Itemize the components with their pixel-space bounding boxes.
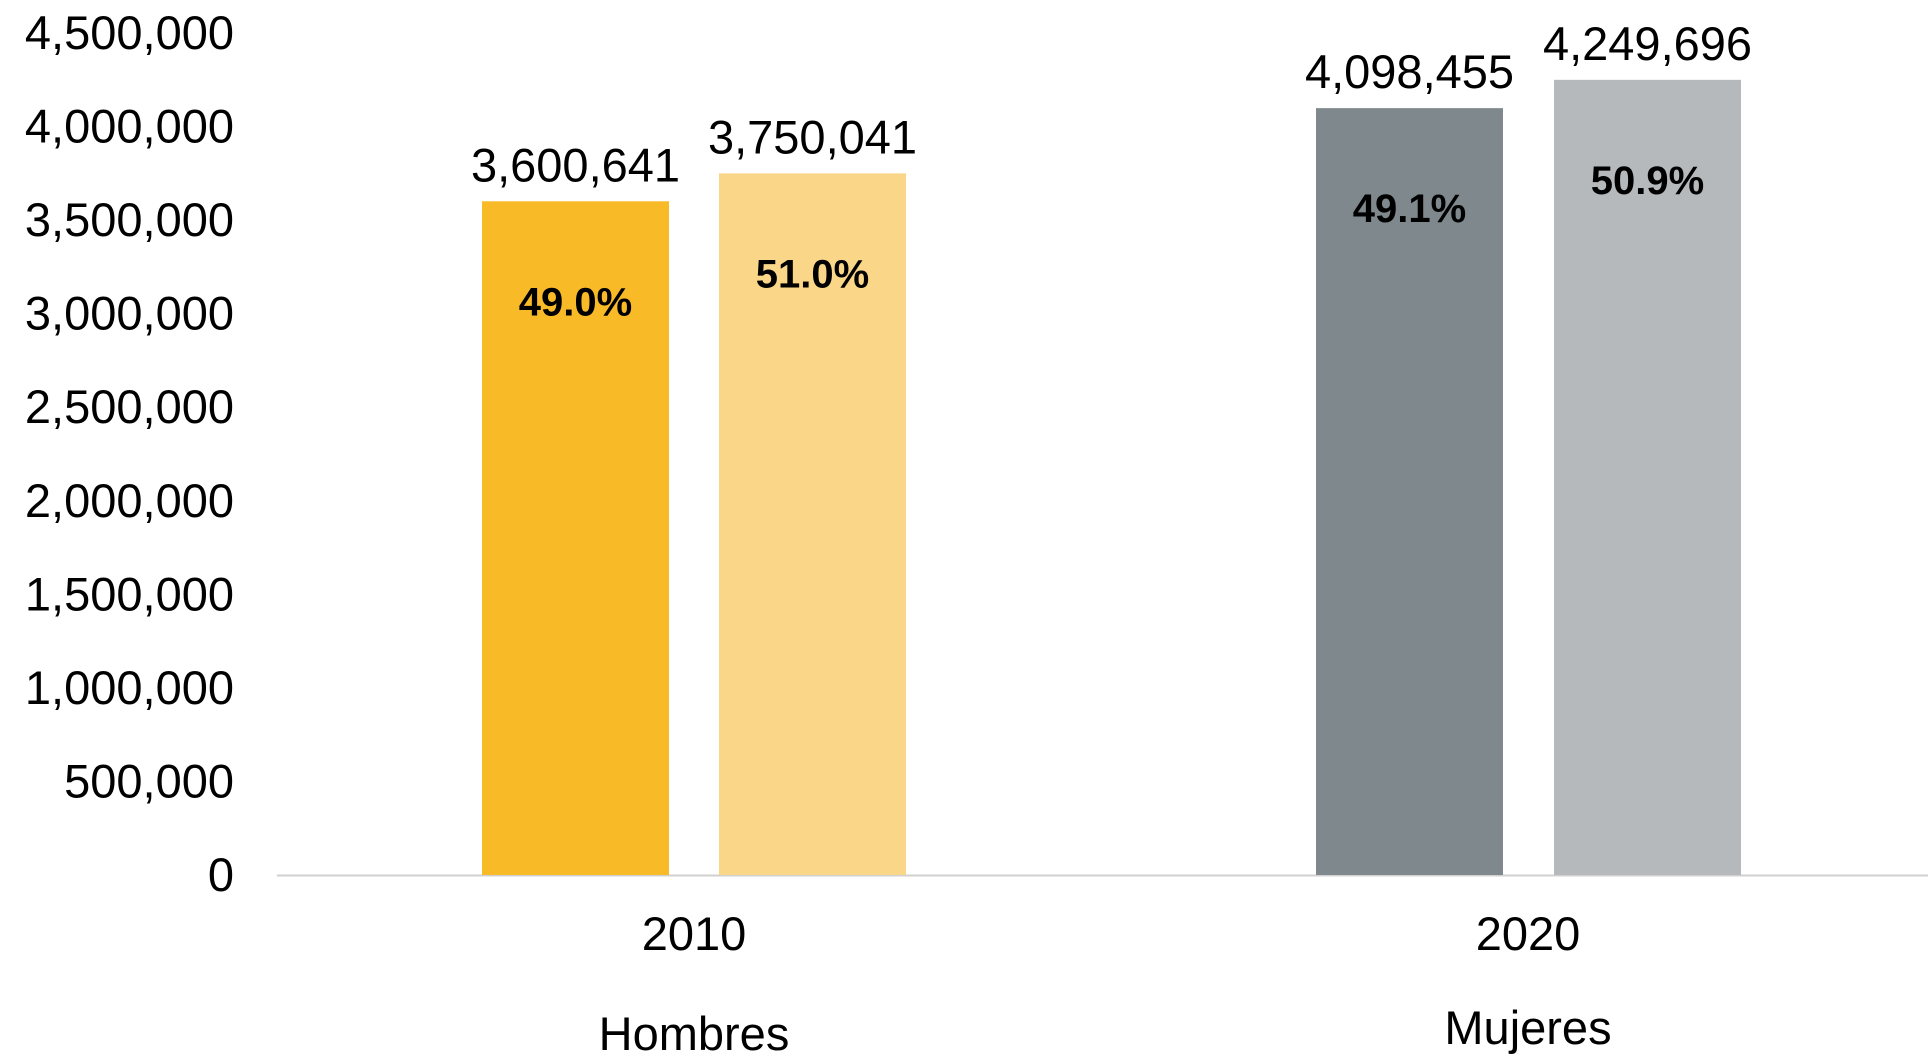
y-tick-label: 3,500,000 xyxy=(25,193,234,246)
y-tick-label: 1,000,000 xyxy=(25,661,234,714)
bar-value-label: 4,249,696 xyxy=(1543,17,1752,70)
bar-2020-hombres xyxy=(1316,108,1503,875)
bar-percent-label: 50.9% xyxy=(1591,159,1704,203)
value-labels: 3,600,641 3,750,041 4,098,455 4,249,696 xyxy=(471,17,1752,191)
bar-value-label: 3,750,041 xyxy=(708,110,917,163)
bar-percent-label: 51.0% xyxy=(756,252,869,296)
bar-value-label: 4,098,455 xyxy=(1305,45,1514,98)
bar-2010-hombres xyxy=(482,201,669,876)
y-axis-ticks: 0 500,000 1,000,000 1,500,000 2,000,000 2,500… xyxy=(25,6,234,901)
y-tick-label: 4,000,000 xyxy=(25,100,234,153)
bars xyxy=(482,79,1741,876)
y-tick-label: 500,000 xyxy=(64,754,234,807)
group-label-mujeres: Mujeres xyxy=(1444,1001,1611,1054)
y-tick-label: 0 xyxy=(208,848,234,901)
y-tick-label: 2,000,000 xyxy=(25,474,234,527)
y-tick-label: 4,500,000 xyxy=(25,6,234,59)
y-tick-label: 3,000,000 xyxy=(25,287,234,340)
bar-percent-label: 49.1% xyxy=(1353,187,1466,231)
bar-2020-mujeres xyxy=(1554,79,1741,875)
group-label-hombres: Hombres xyxy=(599,1007,790,1058)
x-category-label: 2010 xyxy=(642,907,747,960)
bar-value-label: 3,600,641 xyxy=(471,138,680,191)
percent-labels: 49.0% 51.0% 49.1% 50.9% xyxy=(519,159,1704,324)
y-tick-label: 1,500,000 xyxy=(25,567,234,620)
x-category-label: 2020 xyxy=(1476,907,1581,960)
x-axis-category-labels: 2010 2020 xyxy=(642,907,1581,960)
y-tick-label: 2,500,000 xyxy=(25,380,234,433)
bar-percent-label: 49.0% xyxy=(519,280,632,324)
bar-2010-mujeres xyxy=(719,173,906,875)
group-labels: Hombres Mujeres xyxy=(599,1001,1612,1058)
